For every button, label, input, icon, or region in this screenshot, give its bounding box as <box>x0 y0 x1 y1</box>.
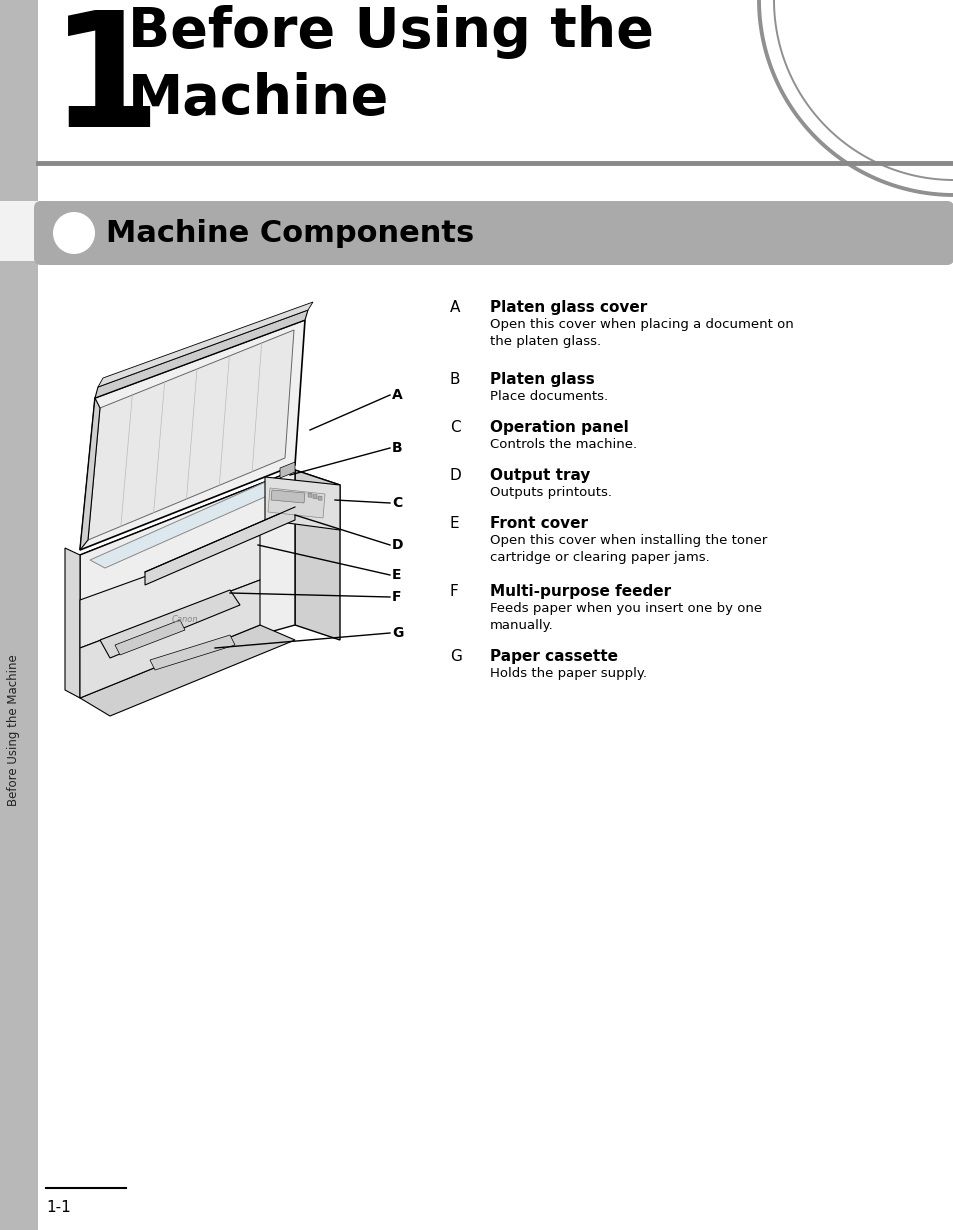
Text: Feeds paper when you insert one by one
manually.: Feeds paper when you insert one by one m… <box>490 601 761 632</box>
Text: Outputs printouts.: Outputs printouts. <box>490 486 612 499</box>
Polygon shape <box>265 477 339 530</box>
Polygon shape <box>80 535 260 648</box>
Text: B: B <box>450 371 460 387</box>
Polygon shape <box>95 310 308 399</box>
Polygon shape <box>80 320 305 550</box>
Polygon shape <box>100 590 240 658</box>
Polygon shape <box>80 625 294 716</box>
Text: A: A <box>392 387 402 402</box>
Polygon shape <box>313 494 316 499</box>
Text: D: D <box>392 538 403 552</box>
Text: Holds the paper supply.: Holds the paper supply. <box>490 667 646 680</box>
Text: Front cover: Front cover <box>490 517 587 531</box>
Text: F: F <box>450 584 458 599</box>
Text: Open this cover when placing a document on
the platen glass.: Open this cover when placing a document … <box>490 319 793 348</box>
Polygon shape <box>150 635 234 670</box>
Text: Before Using the Machine: Before Using the Machine <box>8 654 20 806</box>
Bar <box>0 0 38 1230</box>
Polygon shape <box>98 303 313 387</box>
Polygon shape <box>90 480 285 568</box>
Polygon shape <box>115 620 185 656</box>
Polygon shape <box>317 496 322 501</box>
Text: Open this cover when installing the toner
cartridge or clearing paper jams.: Open this cover when installing the tone… <box>490 534 766 565</box>
Polygon shape <box>80 581 260 697</box>
Polygon shape <box>294 470 339 640</box>
Polygon shape <box>80 470 294 685</box>
Text: Paper cassette: Paper cassette <box>490 649 618 664</box>
Polygon shape <box>271 490 305 503</box>
Text: G: G <box>392 626 403 640</box>
Text: Before Using the: Before Using the <box>128 5 653 59</box>
Text: A: A <box>450 300 460 315</box>
Text: Operation panel: Operation panel <box>490 419 628 435</box>
Text: Machine: Machine <box>128 73 389 125</box>
Polygon shape <box>80 399 100 550</box>
Text: Place documents.: Place documents. <box>490 390 607 403</box>
Polygon shape <box>80 470 339 572</box>
Text: D: D <box>450 467 461 483</box>
FancyBboxPatch shape <box>34 200 953 264</box>
Text: Canon: Canon <box>172 615 198 624</box>
Text: E: E <box>392 568 401 582</box>
Text: Platen glass: Platen glass <box>490 371 594 387</box>
Polygon shape <box>88 330 294 540</box>
Text: C: C <box>392 496 402 510</box>
Text: G: G <box>450 649 461 664</box>
Text: Machine Components: Machine Components <box>106 219 474 248</box>
Text: F: F <box>392 590 401 604</box>
Polygon shape <box>65 549 80 697</box>
Polygon shape <box>145 507 294 585</box>
Bar <box>0 202 44 260</box>
Text: 1-1: 1-1 <box>46 1200 71 1215</box>
Polygon shape <box>268 488 325 518</box>
Text: Controls the machine.: Controls the machine. <box>490 438 637 451</box>
Text: 1: 1 <box>50 5 161 160</box>
Text: Multi-purpose feeder: Multi-purpose feeder <box>490 584 670 599</box>
Text: B: B <box>392 442 402 455</box>
FancyBboxPatch shape <box>0 200 46 261</box>
Text: C: C <box>450 419 460 435</box>
Polygon shape <box>280 462 294 478</box>
Polygon shape <box>308 493 312 497</box>
Text: Output tray: Output tray <box>490 467 590 483</box>
Circle shape <box>53 212 95 255</box>
Text: E: E <box>450 517 459 531</box>
Text: Platen glass cover: Platen glass cover <box>490 300 646 315</box>
